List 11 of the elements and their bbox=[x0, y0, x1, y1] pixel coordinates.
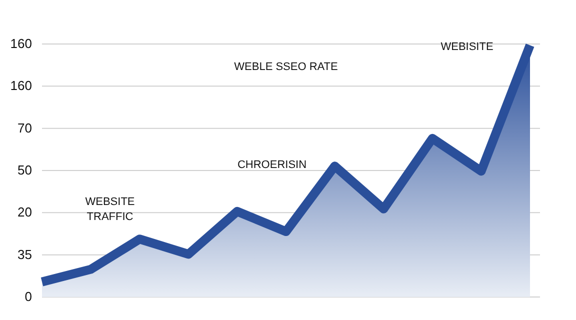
text: 50 bbox=[18, 162, 32, 178]
text: 20 bbox=[18, 204, 32, 220]
annotation: WEBLE SSEO RATE bbox=[234, 61, 338, 73]
annotation: CHROERISIN bbox=[237, 159, 307, 171]
text: 70 bbox=[18, 120, 32, 136]
text: 160 bbox=[10, 36, 32, 51]
annotation: WEBISITE bbox=[440, 41, 494, 53]
text: 160 bbox=[10, 78, 32, 94]
annotation: WEBSITE TRAFFIC bbox=[85, 196, 135, 223]
text: 0 bbox=[24, 289, 32, 304]
text: 35 bbox=[18, 246, 32, 262]
